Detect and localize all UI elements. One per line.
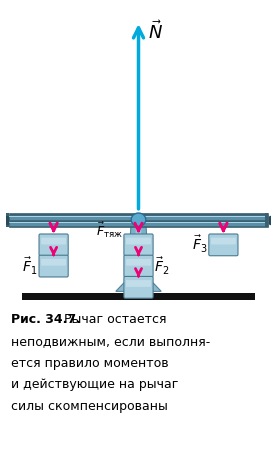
Bar (9, 216, 268, 217)
Bar (265, 213, 268, 227)
Text: Рычаг остается: Рычаг остается (60, 313, 167, 326)
Text: неподвижным, если выполня-: неподвижным, если выполня- (11, 335, 211, 348)
Bar (22, 293, 255, 300)
Text: $\vec{F}_2$: $\vec{F}_2$ (154, 256, 170, 276)
Text: ется правило моментов: ется правило моментов (11, 357, 169, 369)
Text: $\vec{N}$: $\vec{N}$ (148, 20, 163, 43)
Bar (9, 213, 268, 227)
Polygon shape (116, 279, 161, 291)
Text: $\vec{F}_1$: $\vec{F}_1$ (22, 256, 38, 276)
FancyBboxPatch shape (211, 238, 236, 244)
FancyBboxPatch shape (41, 259, 66, 266)
Bar (9, 221, 268, 226)
Text: и действующие на рычаг: и действующие на рычаг (11, 378, 179, 391)
Bar (9, 216, 268, 220)
FancyBboxPatch shape (126, 259, 151, 266)
Bar (9, 222, 268, 223)
Text: $\vec{F}_{\mathrm{тяж}}$: $\vec{F}_{\mathrm{тяж}}$ (96, 221, 123, 240)
Text: силы скомпенсированы: силы скомпенсированы (11, 400, 168, 413)
FancyBboxPatch shape (39, 234, 68, 256)
Ellipse shape (131, 213, 146, 226)
Bar (4, 213, 9, 227)
FancyBboxPatch shape (124, 276, 153, 298)
Polygon shape (135, 226, 142, 279)
FancyBboxPatch shape (124, 255, 153, 277)
Polygon shape (127, 226, 150, 279)
FancyBboxPatch shape (126, 238, 151, 244)
FancyBboxPatch shape (126, 280, 151, 287)
FancyBboxPatch shape (41, 238, 66, 244)
FancyBboxPatch shape (209, 234, 238, 256)
Text: Рис. 34.7.: Рис. 34.7. (11, 313, 81, 326)
FancyBboxPatch shape (124, 234, 153, 256)
FancyBboxPatch shape (39, 255, 68, 277)
Text: $\vec{F}_3$: $\vec{F}_3$ (192, 235, 207, 255)
